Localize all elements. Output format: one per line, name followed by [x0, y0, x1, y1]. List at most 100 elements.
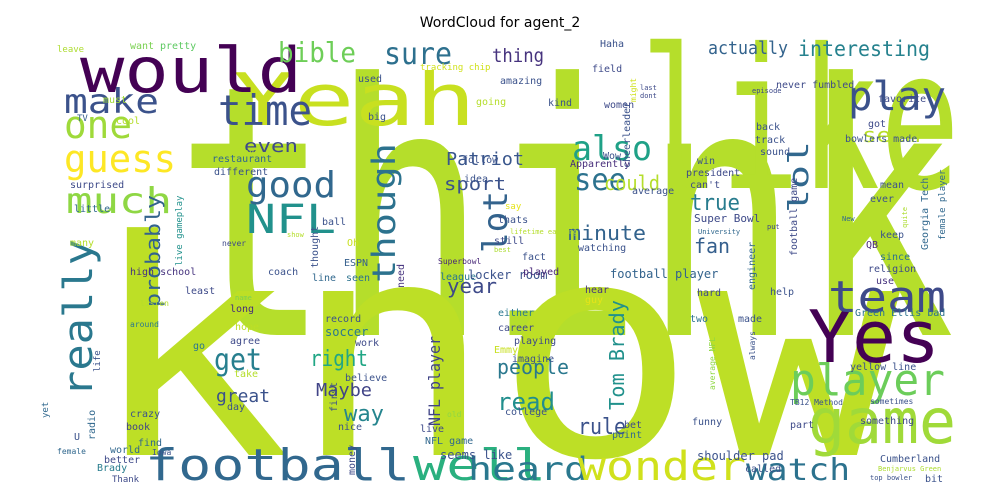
word: still	[494, 236, 524, 247]
word: tracking chip	[420, 63, 490, 73]
word: many	[70, 238, 94, 249]
word: thing	[492, 45, 544, 67]
word: sport	[444, 174, 506, 195]
word: thought	[310, 226, 321, 268]
word: restaurant	[212, 154, 272, 165]
word: know	[88, 177, 902, 500]
word: guess	[64, 137, 176, 181]
word: since	[880, 252, 910, 263]
word: Yes	[808, 295, 940, 379]
word: part	[790, 420, 814, 431]
word: leave	[57, 45, 84, 55]
word: book	[126, 422, 150, 433]
word: TB12 Method	[790, 398, 843, 407]
word: crazy	[130, 409, 160, 420]
word: money	[347, 445, 358, 475]
word: much	[66, 181, 172, 222]
word: get	[214, 343, 262, 378]
word: different	[214, 167, 268, 178]
word: hear	[585, 285, 609, 296]
word: imagine	[512, 354, 554, 365]
word: love	[238, 148, 260, 158]
word: New	[842, 215, 855, 223]
word: rule	[578, 415, 626, 440]
word: really	[56, 239, 102, 397]
word: track	[755, 135, 785, 146]
word: league	[440, 272, 476, 283]
chart-title: WordCloud for agent_2	[420, 15, 580, 31]
word: Wow	[603, 151, 622, 162]
word: can't	[690, 180, 720, 191]
word: yellow line	[850, 362, 916, 373]
word: Emmy	[494, 345, 518, 356]
word: coach	[268, 267, 298, 278]
word: top bowler	[870, 474, 912, 482]
word: best	[494, 246, 511, 254]
word: year	[447, 274, 497, 298]
word: see	[574, 163, 626, 198]
word: career	[498, 323, 534, 334]
word: never fumbled	[776, 80, 854, 91]
word: surprised	[70, 180, 124, 191]
word: got	[868, 119, 886, 130]
word: bit	[925, 474, 943, 485]
word: cheerleader	[622, 102, 633, 168]
word: big	[368, 112, 386, 123]
word: life	[93, 350, 103, 372]
word: going	[476, 97, 506, 108]
word: first	[329, 382, 340, 412]
word: football player	[610, 267, 718, 281]
word: must	[103, 95, 127, 106]
word: women	[604, 100, 634, 111]
word: line	[312, 273, 336, 284]
word: average	[632, 186, 674, 197]
word: listen	[140, 299, 169, 308]
word: amazing	[500, 76, 542, 87]
word: NFL player	[425, 336, 444, 426]
word: way	[344, 402, 384, 427]
word: bowlers made	[845, 134, 917, 145]
word: think	[175, 10, 955, 418]
word: true	[690, 191, 740, 216]
word: something	[860, 416, 914, 427]
word: ESPN	[344, 258, 368, 269]
word: mean	[880, 180, 904, 191]
word: Georgia Tech	[920, 178, 931, 250]
word: around	[130, 320, 159, 329]
word: right	[310, 347, 368, 372]
word: play	[848, 74, 946, 120]
word: quite	[901, 207, 909, 228]
word: never	[222, 239, 246, 248]
word: Iowa	[152, 448, 171, 457]
word: believe	[345, 373, 387, 384]
word: find	[138, 438, 162, 449]
word: hope	[235, 322, 259, 333]
word: game	[808, 385, 956, 458]
word: time	[218, 86, 312, 135]
word: live	[420, 424, 444, 435]
word: guy	[585, 295, 603, 306]
word: old	[447, 410, 462, 419]
word: favorite	[878, 94, 926, 105]
word: Thank	[112, 475, 140, 485]
word: day	[227, 402, 245, 413]
word: little	[74, 204, 110, 215]
word: Super Bowl	[694, 212, 760, 225]
word: might	[629, 78, 638, 102]
word: name	[235, 294, 252, 302]
word: Apparently	[570, 159, 630, 170]
word: back	[756, 122, 780, 133]
word: idea	[464, 174, 488, 185]
word: watching	[578, 243, 626, 254]
word: read	[497, 388, 555, 416]
word: though	[365, 143, 403, 283]
word: watch	[746, 453, 850, 488]
word: average NFL	[708, 337, 717, 390]
word: used	[358, 74, 382, 85]
word: U	[74, 432, 80, 443]
word: Yeah	[233, 58, 476, 142]
word: player	[790, 355, 945, 406]
word: even	[244, 136, 298, 157]
